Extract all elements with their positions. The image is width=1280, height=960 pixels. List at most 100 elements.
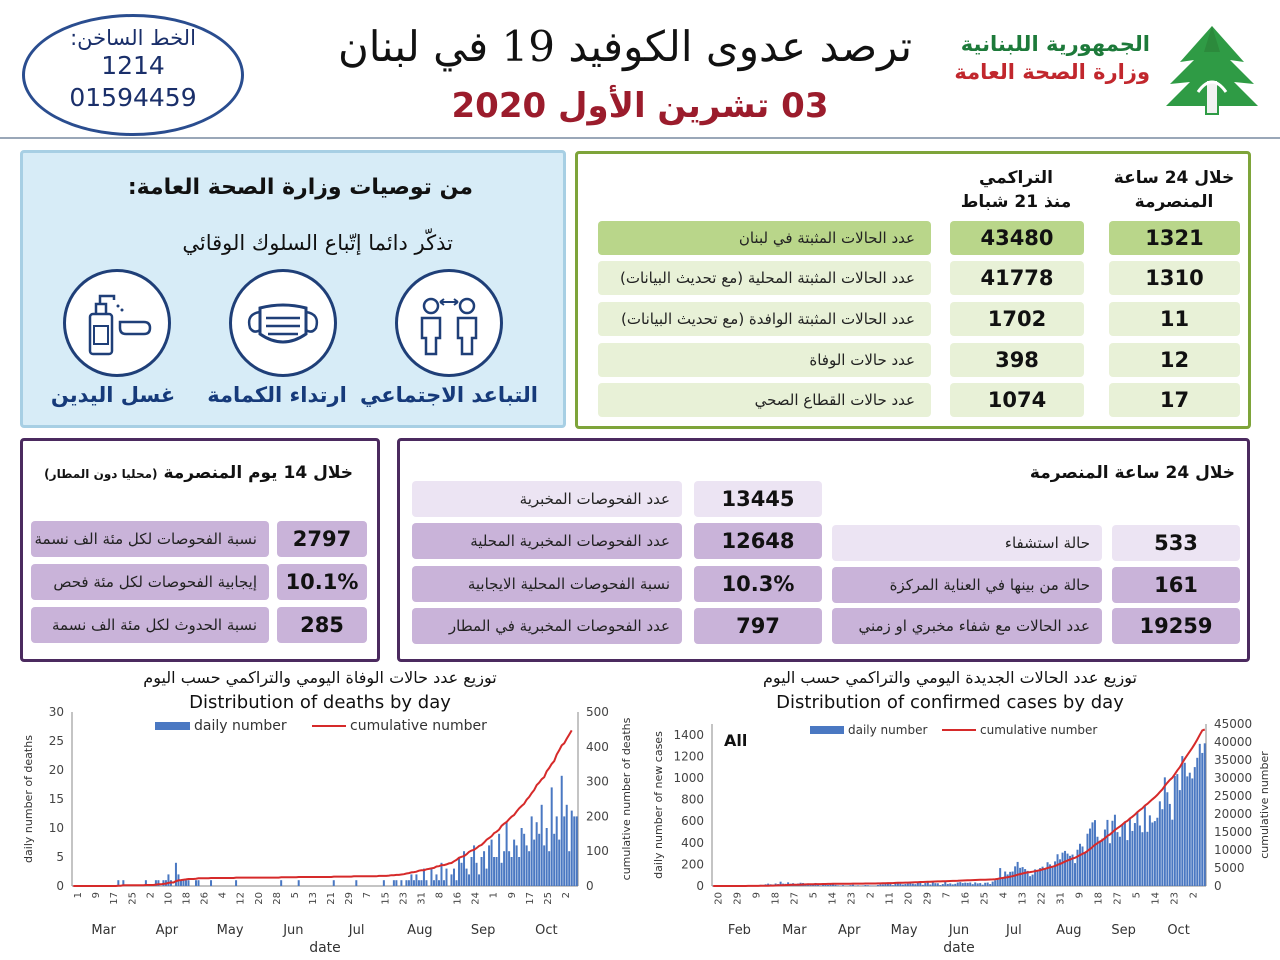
cases-daily-bar <box>949 883 952 886</box>
cases-daily-bar <box>914 884 917 886</box>
cases-day-tick: 31 <box>1056 892 1067 905</box>
cases-day-tick: 18 <box>1094 892 1105 905</box>
cases-day-tick: 5 <box>809 892 820 898</box>
deaths-daily-bar <box>437 880 440 886</box>
cases-daily-bar <box>909 883 912 886</box>
lab-tests-label: عدد الفحوصات المخبرية <box>412 481 682 517</box>
deaths-daily-bar <box>498 833 501 886</box>
hand-washing-caption: غسل اليدين <box>50 383 176 407</box>
cases-day-tick: 18 <box>771 892 782 905</box>
cases-y-tick: 600 <box>681 814 704 828</box>
hand-sanitizer-icon <box>63 269 171 377</box>
cases-day-tick: 14 <box>1151 892 1162 905</box>
row-24h-imported: 11 <box>1109 302 1240 336</box>
social-distance-caption: التباعد الاجتماعي <box>360 383 538 407</box>
cases-daily-bar <box>1031 874 1034 886</box>
deaths-daily-bar <box>480 857 483 886</box>
deaths-daily-bar <box>194 880 197 886</box>
cases-daily-bar <box>941 884 944 886</box>
cases-day-tick: 16 <box>961 892 972 905</box>
cases-day-tick: 5 <box>1132 892 1143 898</box>
cases-daily-bar <box>1188 772 1191 886</box>
cases-daily-bar <box>959 882 962 886</box>
cases-daily-bar <box>901 884 904 886</box>
cases-month-label: Apr <box>838 923 861 938</box>
deaths-daily-bar <box>535 822 538 886</box>
deaths-daily-bar <box>548 851 551 886</box>
cases-y-tick: 1400 <box>673 728 704 742</box>
recovered-value: 19259 <box>1112 608 1240 644</box>
deaths-daily-bar <box>560 775 563 886</box>
cases-daily-bar <box>1138 825 1141 886</box>
deaths-day-tick: 17 <box>109 892 120 905</box>
deaths-chart-title: Distribution of deaths by day <box>189 692 451 713</box>
cases-daily-bar <box>1181 756 1184 886</box>
cases-y-tick: 1000 <box>673 771 704 785</box>
cases-daily-bar <box>1086 833 1089 886</box>
cases-y2-tick: 0 <box>1214 879 1222 893</box>
deaths-daily-bar <box>520 828 523 886</box>
cases-daily-bar <box>1116 832 1119 886</box>
cases-day-tick: 14 <box>828 892 839 905</box>
deaths-daily-bar <box>508 851 511 886</box>
deaths-daily-bar <box>425 880 428 886</box>
cases-daily-bar <box>1136 811 1139 886</box>
cases-daily-bar <box>944 881 947 886</box>
cases-daily-bar <box>1166 792 1169 886</box>
deaths-month-label: Apr <box>156 923 179 938</box>
cases-daily-bar <box>1131 830 1134 886</box>
cases-daily-bar <box>812 884 815 886</box>
cases-annotation: All <box>724 731 747 750</box>
cases-daily-bar <box>979 883 982 886</box>
cases-daily-bar <box>1041 866 1044 886</box>
deaths-daily-bar <box>417 880 420 886</box>
deaths-daily-bar <box>525 845 528 886</box>
cases-daily-bar <box>931 881 934 886</box>
cases-month-label: Feb <box>728 923 751 938</box>
cases-daily-bar <box>921 884 924 886</box>
cases-day-tick: 23 <box>1170 892 1181 905</box>
deaths-daily-bar <box>174 862 177 886</box>
cases-daily-bar <box>956 882 959 886</box>
cases-day-tick: 29 <box>733 892 744 905</box>
deaths-daily-bar <box>510 857 513 886</box>
cases-daily-bar <box>1108 843 1111 886</box>
cases-daily-bar <box>1151 822 1154 886</box>
row-label-deaths: عدد حالات الوفاة <box>598 343 931 377</box>
deaths-month-label: Mar <box>91 923 116 938</box>
cases-daily-bar <box>1098 840 1101 886</box>
deaths-daily-bar <box>422 868 425 886</box>
cases-daily-bar <box>1046 862 1049 886</box>
deaths-y2-tick: 500 <box>586 705 609 719</box>
deaths-day-tick: 29 <box>344 892 355 905</box>
deaths-chart-title-ar: توزيع عدد حالات الوفاة اليومي والتراكمي … <box>143 668 497 687</box>
cases-daily-bar <box>1106 819 1109 886</box>
deaths-day-tick: 2 <box>561 892 572 898</box>
local-positivity-label: نسبة الفحوصات المحلية الايجابية <box>412 566 682 602</box>
cases-daily-bar <box>964 882 967 886</box>
cases-daily-bar <box>1156 817 1159 886</box>
cases-day-tick: 9 <box>752 892 763 898</box>
deaths-daily-bar <box>405 880 408 886</box>
cases-daily-bar <box>1091 822 1094 886</box>
cases-daily-bar <box>1158 801 1161 886</box>
deaths-daily-bar <box>505 822 508 886</box>
cases-daily-bar <box>1074 863 1077 886</box>
deaths-day-tick: 9 <box>507 892 518 898</box>
deaths-daily-bar <box>545 828 548 886</box>
cases-daily-bar <box>1024 869 1027 886</box>
cases-y2-tick: 30000 <box>1214 771 1252 785</box>
cases-daily-bar <box>1034 869 1037 886</box>
deaths-day-tick: 28 <box>272 892 283 905</box>
panel-24-hours-title: خلال 24 ساعة المنصرمة <box>1029 463 1235 483</box>
deaths-daily-bar <box>460 862 463 886</box>
deaths-y2-tick: 300 <box>586 775 609 789</box>
row-cumulative-confirmed: 43480 <box>950 221 1084 255</box>
deaths-y-tick: 30 <box>49 705 64 719</box>
cases-daily-bar <box>999 868 1002 886</box>
cases-daily-bar <box>1026 870 1029 886</box>
cases-daily-bar <box>889 884 892 886</box>
deaths-daily-bar <box>297 880 300 886</box>
cases-daily-bar <box>1009 871 1012 886</box>
